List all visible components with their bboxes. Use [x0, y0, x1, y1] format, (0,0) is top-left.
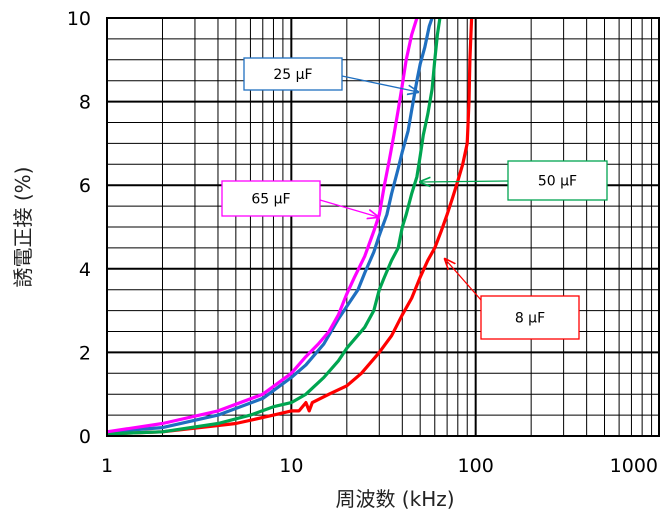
callout-label: 50 µF [538, 174, 577, 190]
series-line-25f [106, 17, 434, 434]
series-line-8f [106, 17, 474, 436]
callout-arrow [341, 75, 418, 92]
y-tick-label: 0 [79, 426, 91, 448]
callout-label: 25 µF [273, 67, 312, 83]
x-axis-title: 周波数 (kHz) [335, 487, 454, 511]
callout-arrow [319, 199, 378, 217]
x-tick-label: 1 [101, 455, 113, 477]
y-axis-title: 誘電正接 (%) [11, 167, 35, 288]
callouts: 25 µF 65 µF 50 µF 8 µF [221, 57, 608, 340]
series-lines [106, 17, 474, 436]
callout-arrow [420, 181, 509, 182]
callout-label: 65 µF [251, 192, 290, 208]
y-tick-label: 4 [79, 259, 91, 281]
x-tick-label: 100 [458, 455, 494, 477]
callout-arrow [445, 259, 482, 301]
tick-labels: 1 10 100 1000 0 2 4 6 8 10 [67, 8, 658, 477]
y-tick-label: 2 [79, 342, 91, 364]
x-tick-label: 10 [279, 455, 303, 477]
x-tick-label: 1000 [610, 455, 658, 477]
y-tick-label: 10 [67, 8, 91, 30]
callout-box [480, 295, 580, 340]
y-tick-label: 8 [79, 92, 91, 114]
callout-box [221, 180, 321, 217]
plot-frame [106, 17, 660, 437]
callout-box [507, 160, 608, 201]
series-line-65f [106, 17, 419, 434]
series-line-50f [106, 17, 442, 436]
callout-box [243, 57, 343, 91]
callout-label: 8 µF [515, 311, 545, 327]
y-tick-label: 6 [79, 175, 91, 197]
